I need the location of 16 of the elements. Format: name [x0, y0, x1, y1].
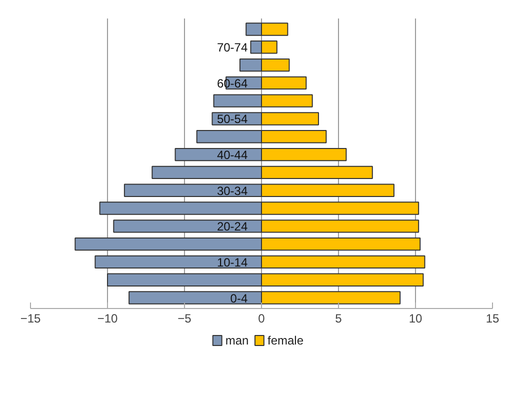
- legend-label: man: [225, 334, 249, 348]
- legend-label: female: [268, 334, 304, 348]
- y-tick-label: 40-44: [216, 148, 248, 162]
- x-tick-label: 10: [408, 312, 422, 326]
- y-tick-label: 10-14: [216, 255, 248, 270]
- y-tick-label: 50-54: [216, 112, 248, 126]
- x-tick-label: −5: [178, 312, 192, 326]
- y-tick-label: 70-74: [216, 40, 248, 55]
- y-tick-label: 30-34: [216, 184, 248, 198]
- y-tick-label: 0-4: [230, 291, 248, 306]
- x-tick-label: 5: [335, 312, 342, 326]
- x-tick-label: −10: [97, 312, 118, 326]
- x-tick-label: 0: [258, 312, 266, 326]
- x-tick-label: −15: [20, 312, 42, 326]
- x-tick-label: 15: [486, 312, 500, 326]
- y-tick-label: 20-24: [216, 220, 248, 234]
